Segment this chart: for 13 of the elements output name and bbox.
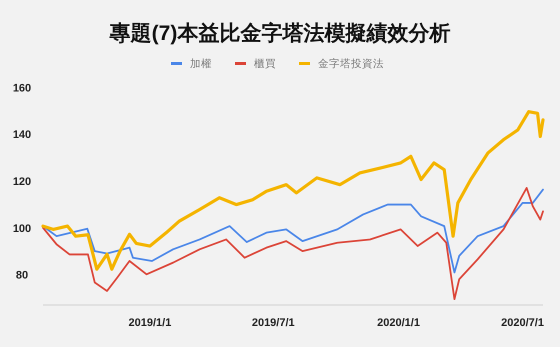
legend-label: 金字塔投資法: [318, 57, 384, 70]
y-tick-label: 80: [16, 270, 28, 282]
x-tick-label: 2020/1/1: [377, 317, 420, 329]
y-tick-label: 160: [12, 82, 32, 94]
x-tick-label: 2019/1/1: [128, 317, 172, 329]
legend-label: 加權: [190, 57, 212, 70]
y-tick-label: 140: [12, 129, 32, 142]
y-tick-label: 120: [12, 176, 32, 188]
legend-label: 櫃買: [254, 58, 276, 70]
chart-title: 專題(7)本益比金字塔法模擬績效分析: [108, 21, 450, 45]
x-tick-label: 2020/7/1: [501, 317, 544, 329]
x-tick-label: 2019/7/1: [252, 317, 295, 329]
y-tick-label: 100: [12, 222, 32, 235]
